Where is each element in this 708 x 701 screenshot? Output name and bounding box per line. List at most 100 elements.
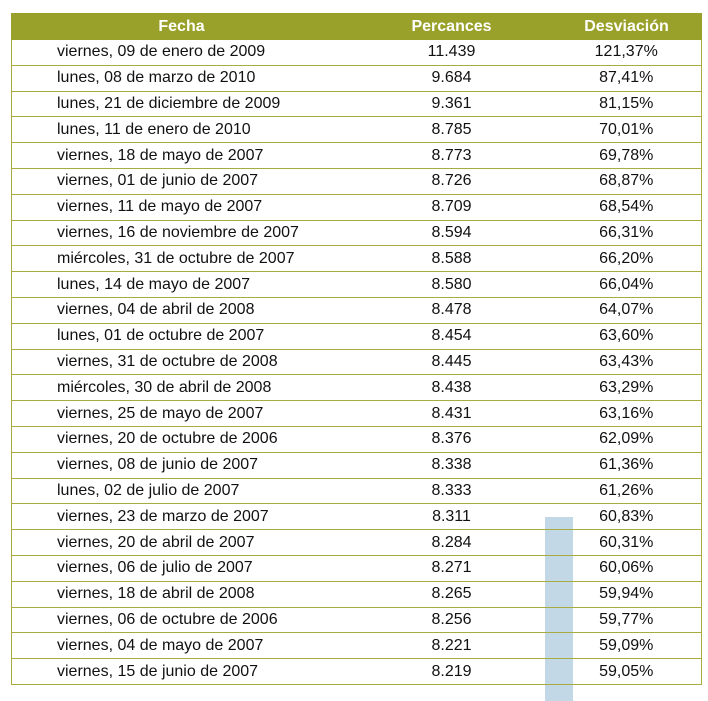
cell-desviacion: 62,09%: [551, 425, 702, 453]
cell-desviacion: 68,54%: [551, 193, 702, 221]
cell-fecha: viernes, 18 de abril de 2008: [11, 580, 352, 608]
cell-percances: 8.284: [351, 529, 552, 556]
table-row: lunes, 02 de julio de 2007 8.333 61,26%: [11, 477, 702, 505]
table-row: lunes, 21 de diciembre de 2009 9.361 81,15…: [11, 90, 702, 118]
cell-desviacion: 60,31%: [551, 529, 702, 556]
cell-fecha: viernes, 09 de enero de 2009: [11, 39, 352, 66]
cell-percances: 8.265: [351, 580, 552, 608]
cell-percances: 8.333: [351, 477, 552, 505]
cell-desviacion: 66,20%: [551, 245, 702, 273]
percances-table: Fecha Percances Desviación viernes, 09 d…: [11, 13, 702, 685]
cell-fecha: miércoles, 31 de octubre de 2007: [11, 245, 352, 273]
cell-desviacion: 121,37%: [551, 39, 702, 66]
cell-fecha: lunes, 11 de enero de 2010: [11, 116, 352, 144]
cell-fecha: lunes, 08 de marzo de 2010: [11, 64, 352, 92]
table-row: lunes, 01 de octubre de 2007 8.454 63,60%: [11, 322, 702, 350]
cell-percances: 8.785: [351, 116, 552, 144]
header-desviacion: Desviación: [551, 13, 702, 40]
table-row: viernes, 06 de julio de 2007 8.271 60,06%: [11, 554, 702, 582]
cell-fecha: viernes, 11 de mayo de 2007: [11, 193, 352, 221]
cell-desviacion: 69,78%: [551, 142, 702, 169]
table-row: lunes, 11 de enero de 2010 8.785 70,01%: [11, 116, 702, 144]
cell-percances: 8.726: [351, 167, 552, 195]
cell-fecha: viernes, 20 de octubre de 2006: [11, 425, 352, 453]
cell-percances: 8.445: [351, 348, 552, 376]
cell-desviacion: 61,36%: [551, 451, 702, 479]
table-row: viernes, 20 de abril de 2007 8.284 60,31%: [11, 529, 702, 556]
cell-fecha: viernes, 06 de julio de 2007: [11, 554, 352, 582]
cell-desviacion: 60,83%: [551, 503, 702, 531]
table-row: viernes, 20 de octubre de 2006 8.376 62,09…: [11, 425, 702, 453]
table-row: miércoles, 30 de abril de 2008 8.438 63,29…: [11, 374, 702, 402]
cell-desviacion: 63,16%: [551, 400, 702, 427]
cell-desviacion: 63,29%: [551, 374, 702, 402]
table-row: viernes, 15 de junio de 2007 8.219 59,05%: [11, 658, 702, 685]
cell-fecha: viernes, 04 de mayo de 2007: [11, 632, 352, 660]
cell-percances: 8.438: [351, 374, 552, 402]
cell-desviacion: 59,09%: [551, 632, 702, 660]
cell-desviacion: 70,01%: [551, 116, 702, 144]
cell-percances: 8.338: [351, 451, 552, 479]
cell-percances: 8.454: [351, 322, 552, 350]
cell-fecha: viernes, 15 de junio de 2007: [11, 658, 352, 685]
table-row: viernes, 09 de enero de 2009 11.439 121,37…: [11, 39, 702, 66]
table-row: viernes, 31 de octubre de 2008 8.445 63,43…: [11, 348, 702, 376]
cell-percances: 8.271: [351, 554, 552, 582]
cell-desviacion: 68,87%: [551, 167, 702, 195]
cell-percances: 8.773: [351, 142, 552, 169]
table-row: viernes, 25 de mayo de 2007 8.431 63,16%: [11, 400, 702, 427]
table-row: lunes, 14 de mayo de 2007 8.580 66,04%: [11, 271, 702, 298]
cell-fecha: viernes, 31 de octubre de 2008: [11, 348, 352, 376]
cell-percances: 8.311: [351, 503, 552, 531]
table-row: viernes, 18 de mayo de 2007 8.773 69,78%: [11, 142, 702, 169]
table-row: viernes, 08 de junio de 2007 8.338 61,36%: [11, 451, 702, 479]
cell-desviacion: 64,07%: [551, 296, 702, 324]
cell-desviacion: 63,60%: [551, 322, 702, 350]
table-row: miércoles, 31 de octubre de 2007 8.588 66,…: [11, 245, 702, 273]
cell-desviacion: 59,05%: [551, 658, 702, 685]
cell-desviacion: 59,94%: [551, 580, 702, 608]
cell-desviacion: 66,04%: [551, 271, 702, 298]
cell-fecha: viernes, 01 de junio de 2007: [11, 167, 352, 195]
cell-percances: 8.256: [351, 606, 552, 634]
cell-desviacion: 66,31%: [551, 219, 702, 247]
cell-fecha: viernes, 16 de noviembre de 2007: [11, 219, 352, 247]
cell-desviacion: 61,26%: [551, 477, 702, 505]
cell-percances: 8.431: [351, 400, 552, 427]
cell-percances: 11.439: [351, 39, 552, 66]
table-row: viernes, 06 de octubre de 2006 8.256 59,77…: [11, 606, 702, 634]
cell-fecha: viernes, 23 de marzo de 2007: [11, 503, 352, 531]
cell-fecha: viernes, 25 de mayo de 2007: [11, 400, 352, 427]
cell-desviacion: 59,77%: [551, 606, 702, 634]
cell-percances: 8.588: [351, 245, 552, 273]
cell-percances: 8.709: [351, 193, 552, 221]
cell-fecha: viernes, 06 de octubre de 2006: [11, 606, 352, 634]
cell-percances: 8.221: [351, 632, 552, 660]
table-row: lunes, 08 de marzo de 2010 9.684 87,41%: [11, 64, 702, 92]
cell-fecha: viernes, 04 de abril de 2008: [11, 296, 352, 324]
table-header: Fecha Percances Desviación: [11, 13, 702, 40]
cell-fecha: lunes, 01 de octubre de 2007: [11, 322, 352, 350]
cell-fecha: viernes, 08 de junio de 2007: [11, 451, 352, 479]
table-row: viernes, 04 de mayo de 2007 8.221 59,09%: [11, 632, 702, 660]
header-row: Fecha Percances Desviación: [11, 13, 702, 40]
header-percances: Percances: [351, 13, 552, 40]
cell-fecha: miércoles, 30 de abril de 2008: [11, 374, 352, 402]
cell-desviacion: 87,41%: [551, 64, 702, 92]
cell-desviacion: 60,06%: [551, 554, 702, 582]
cell-percances: 8.580: [351, 271, 552, 298]
cell-percances: 9.361: [351, 90, 552, 118]
table-row: viernes, 16 de noviembre de 2007 8.594 66,…: [11, 219, 702, 247]
cell-fecha: lunes, 02 de julio de 2007: [11, 477, 352, 505]
cell-percances: 8.376: [351, 425, 552, 453]
table-row: viernes, 23 de marzo de 2007 8.311 60,83%: [11, 503, 702, 531]
header-fecha: Fecha: [11, 13, 352, 40]
table-row: viernes, 01 de junio de 2007 8.726 68,87%: [11, 167, 702, 195]
table-row: viernes, 18 de abril de 2008 8.265 59,94%: [11, 580, 702, 608]
table-body: viernes, 09 de enero de 2009 11.439 121,37…: [11, 39, 702, 685]
table-row: viernes, 04 de abril de 2008 8.478 64,07%: [11, 296, 702, 324]
cell-fecha: lunes, 14 de mayo de 2007: [11, 271, 352, 298]
cell-desviacion: 81,15%: [551, 90, 702, 118]
cell-desviacion: 63,43%: [551, 348, 702, 376]
percances-table-container: Fecha Percances Desviación viernes, 09 d…: [11, 13, 702, 685]
